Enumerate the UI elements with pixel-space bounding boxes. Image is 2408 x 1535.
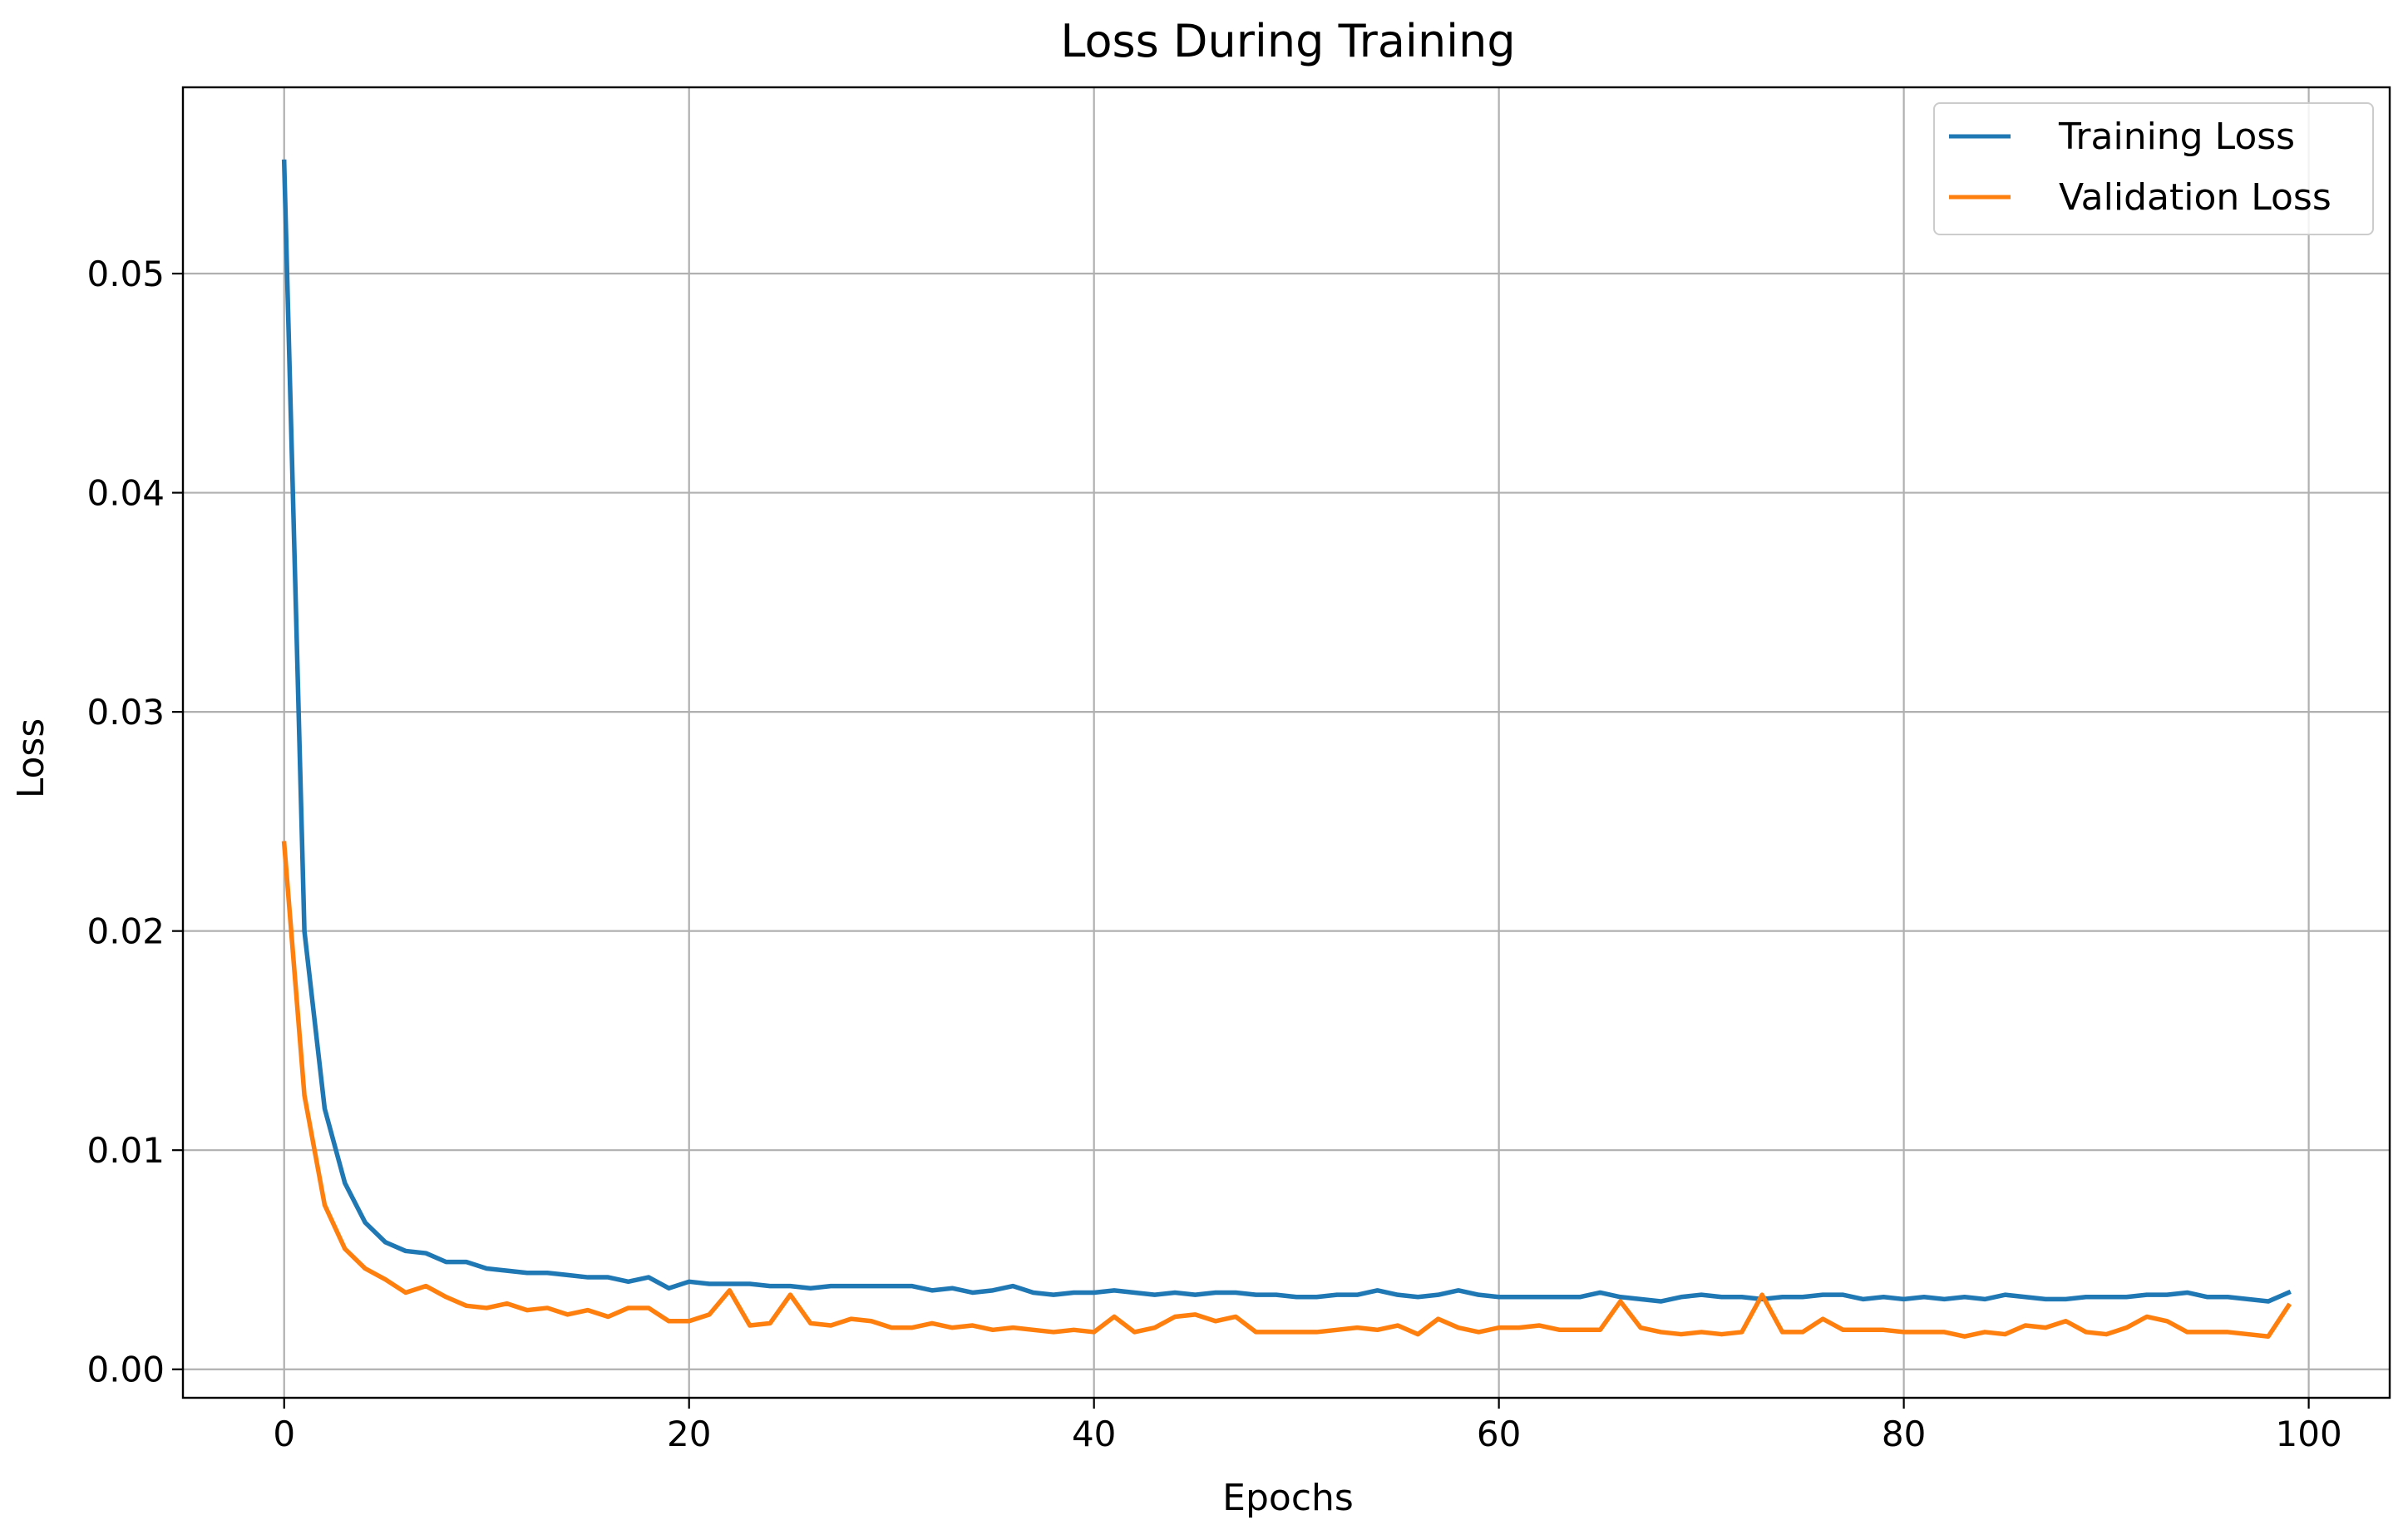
legend-label-validation-loss: Validation Loss	[2059, 176, 2332, 219]
x-tick-label: 80	[1882, 1414, 1926, 1454]
y-tick-label: 0.03	[86, 692, 165, 733]
y-tick-label: 0.00	[86, 1350, 165, 1390]
grid	[183, 87, 2390, 1398]
x-tick-label: 0	[273, 1414, 295, 1454]
series-line-validation-loss	[281, 841, 2292, 1339]
y-tick-label: 0.01	[86, 1130, 165, 1171]
chart-title: Loss During Training	[1060, 15, 1515, 67]
series-lines	[281, 159, 2292, 1339]
legend-box	[1933, 102, 2374, 235]
x-tick-label: 100	[2276, 1414, 2342, 1454]
y-tick-label: 0.05	[86, 254, 165, 294]
y-tick-label: 0.04	[86, 473, 165, 514]
plot-frame	[181, 86, 2391, 1399]
y-tick-label: 0.02	[86, 911, 165, 952]
y-axis-label: Loss	[10, 718, 52, 799]
x-tick-label: 20	[667, 1414, 711, 1454]
legend: Training Loss Validation Loss	[1933, 102, 2374, 235]
x-tick-label: 40	[1072, 1414, 1116, 1454]
axis-ticks: 0 20 40 60 80 100 0.00 0.01 0.02 0.03 0.04 0.05	[86, 254, 2341, 1454]
x-tick-label: 60	[1477, 1414, 1521, 1454]
legend-label-training-loss: Training Loss	[2058, 116, 2295, 158]
x-axis-label: Epochs	[1222, 1477, 1354, 1519]
series-line-training-loss	[281, 159, 2292, 1304]
